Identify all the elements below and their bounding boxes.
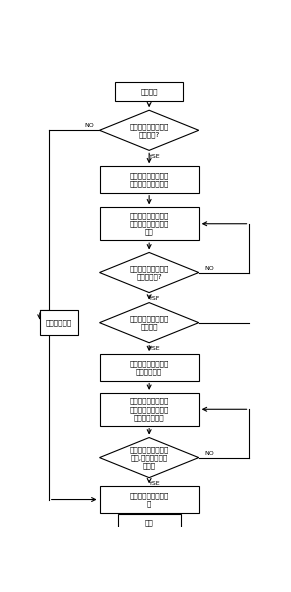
Text: NO: NO — [204, 452, 214, 456]
Polygon shape — [100, 252, 199, 292]
Polygon shape — [100, 110, 199, 150]
FancyBboxPatch shape — [118, 514, 181, 530]
Text: YSE: YSE — [149, 154, 161, 159]
Text: 结束: 结束 — [145, 519, 154, 526]
Text: YSE: YSE — [149, 481, 161, 486]
Text: 检测开发数是否为最
大值,超过最大值报
回错误: 检测开发数是否为最 大值,超过最大值报 回错误 — [129, 446, 169, 469]
Text: 判断抄表帧是否到达
允许帧数: 判断抄表帧是否到达 允许帧数 — [129, 316, 169, 330]
Text: 开始检定: 开始检定 — [140, 88, 158, 95]
Text: 模拟集中器是否启动
并发抄表?: 模拟集中器是否启动 并发抄表? — [129, 123, 169, 138]
Text: 模拟集中器连续发送
多个抄表帧给集中器
模块: 模拟集中器连续发送 多个抄表帧给集中器 模块 — [129, 213, 169, 235]
FancyBboxPatch shape — [115, 82, 183, 101]
FancyBboxPatch shape — [100, 393, 199, 426]
FancyBboxPatch shape — [40, 310, 78, 335]
FancyBboxPatch shape — [100, 166, 199, 193]
Text: 数据上传结模拟集中
器: 数据上传结模拟集中 器 — [129, 492, 169, 507]
Text: NO: NO — [84, 123, 94, 128]
FancyBboxPatch shape — [100, 486, 199, 513]
Text: 开岗路由抄表: 开岗路由抄表 — [46, 319, 72, 326]
Text: 暂停路由抄表，模拟
集中器控制并发抄表: 暂停路由抄表，模拟 集中器控制并发抄表 — [129, 172, 169, 187]
Polygon shape — [100, 437, 199, 478]
Text: 暂停发送抄表帧给模
拟集中器模块: 暂停发送抄表帧给模 拟集中器模块 — [129, 360, 169, 375]
Text: YSE: YSE — [149, 346, 161, 351]
FancyBboxPatch shape — [100, 207, 199, 240]
Polygon shape — [100, 303, 199, 343]
Text: 模拟集中器收到抄表
应答报文，再补发一
帧给集中器模块: 模拟集中器收到抄表 应答报文，再补发一 帧给集中器模块 — [129, 398, 169, 421]
Text: YSF: YSF — [149, 296, 160, 301]
Text: NO: NO — [204, 266, 214, 271]
FancyBboxPatch shape — [100, 354, 199, 381]
Text: 集中器模块接收到并
发接表指令?: 集中器模块接收到并 发接表指令? — [129, 265, 169, 280]
